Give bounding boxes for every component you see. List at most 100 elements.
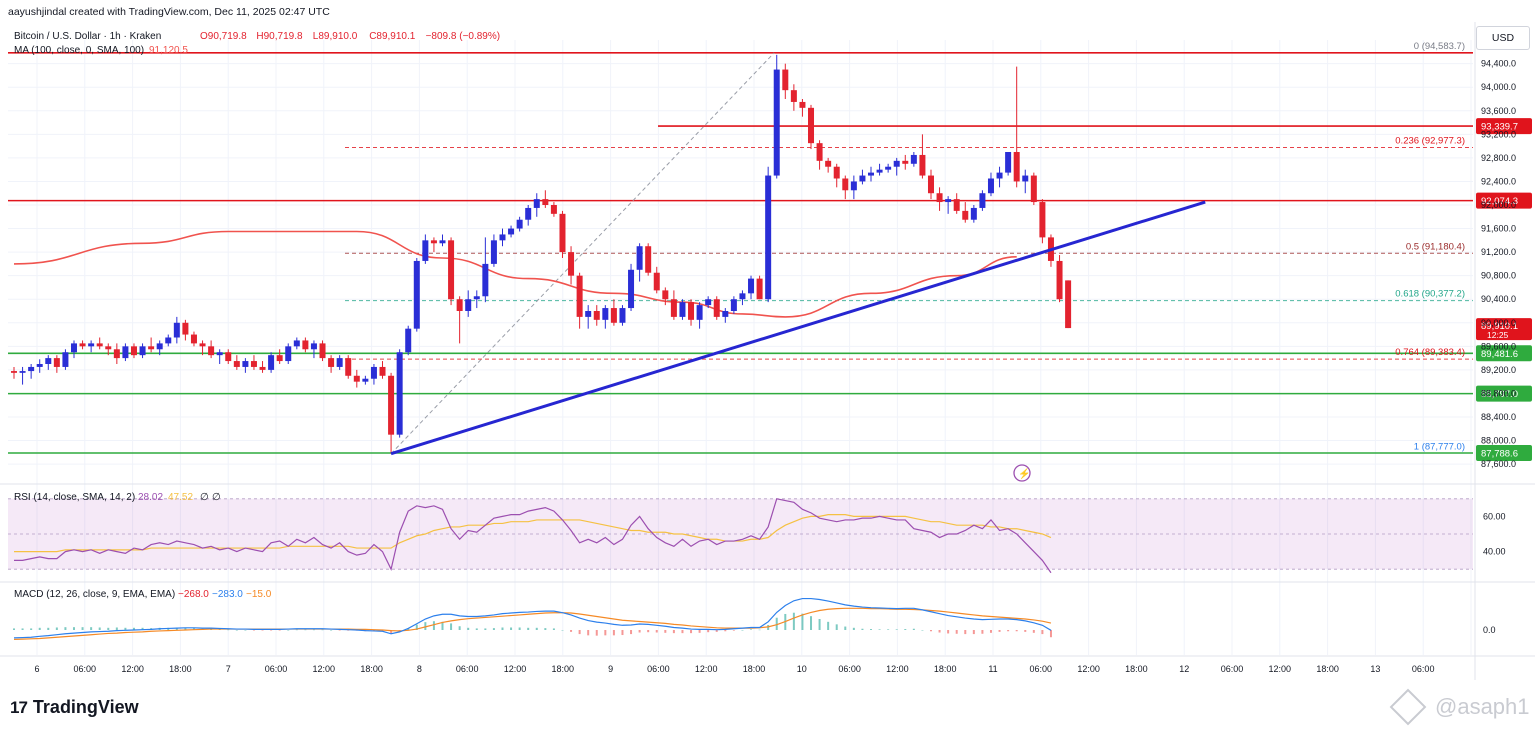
candle-body: [816, 143, 823, 161]
level-price-label: 87,788.6: [1481, 449, 1518, 460]
candle-body: [782, 69, 789, 91]
candle-body: [662, 290, 669, 300]
candle-body: [156, 343, 163, 350]
macd-histogram-bar: [441, 621, 444, 630]
macd-histogram-bar: [424, 622, 427, 630]
price-tick: 92,800.0: [1481, 153, 1516, 163]
macd-histogram-bar: [484, 628, 487, 630]
candle-body: [430, 240, 437, 244]
candle-body: [508, 228, 515, 235]
macd-histogram-bar: [912, 628, 915, 630]
fib-label: 0.5 (91,180.4): [1406, 241, 1465, 252]
macd-histogram-bar: [330, 630, 333, 631]
currency-button[interactable]: USD: [1476, 26, 1530, 50]
macd-histogram-bar: [1049, 630, 1052, 638]
time-tick: 13: [1370, 664, 1380, 674]
candle-body: [850, 181, 857, 191]
fib-label: 0.618 (90,377.2): [1395, 289, 1465, 300]
macd-legend: MACD (12, 26, close, 9, EMA, EMA): [14, 589, 175, 600]
macd-histogram-bar: [432, 621, 435, 630]
candle-body: [259, 366, 266, 370]
macd-histogram-bar: [218, 629, 221, 630]
time-tick: 12: [1179, 664, 1189, 674]
candle-body: [1056, 260, 1063, 300]
symbol-legend: Bitcoin / U.S. Dollar · 1h · Kraken: [14, 31, 161, 42]
level-price-tag: [1476, 192, 1532, 209]
macd-histogram-bar: [552, 628, 555, 630]
macd-histogram-bar: [415, 624, 418, 630]
macd-histogram-bar: [115, 627, 118, 630]
macd-histogram-bar: [64, 627, 67, 630]
candle-body: [379, 366, 386, 376]
candle-body: [482, 263, 489, 297]
candle-body: [773, 69, 780, 176]
candle-body: [1005, 152, 1012, 173]
macd-histogram-bar: [964, 630, 967, 635]
time-tick: 06:00: [456, 664, 479, 674]
time-tick: 11: [988, 664, 997, 674]
candle-body: [859, 175, 866, 182]
macd-histogram-bar: [810, 616, 813, 630]
macd-histogram-bar: [184, 627, 187, 630]
level-price-label: 93,339.7: [1481, 122, 1518, 133]
candle-body: [456, 299, 463, 311]
candles: [11, 54, 1072, 454]
macd-histogram-bar: [544, 628, 547, 630]
candle-body: [1030, 175, 1037, 203]
trendline-layer: ⚡: [390, 200, 1206, 482]
candle-body: [756, 278, 763, 300]
candle-body: [439, 240, 446, 244]
candle-body: [765, 175, 772, 300]
macd-histogram-bar: [570, 630, 573, 632]
macd-histogram-bar: [1015, 630, 1018, 632]
macd-legend-value: −283.0: [212, 589, 243, 600]
macd-histogram-bar: [938, 630, 941, 633]
price-tick: 90,400.0: [1481, 294, 1516, 304]
macd-histogram-bar: [527, 627, 530, 630]
candle-body: [130, 346, 137, 356]
rsi-legend-empty: ∅: [200, 492, 209, 503]
watermark: @asaph1: [1389, 688, 1530, 726]
price-tick: 93,600.0: [1481, 106, 1516, 116]
candle-body: [748, 278, 755, 294]
macd-histogram-bar: [450, 623, 453, 630]
macd-histogram-bar: [647, 630, 650, 633]
price-tick: 88,400.0: [1481, 412, 1516, 422]
watermark-text: @asaph1: [1435, 694, 1530, 719]
macd-histogram-bar: [818, 619, 821, 630]
macd-histogram-bar: [561, 630, 564, 631]
fibonacci-levels: 0 (94,583.7) 0.236 (92,977.3) 0.5 (91,180.…: [345, 41, 1473, 455]
price-tick: 94,000.0: [1481, 82, 1516, 92]
macd-histogram-bar: [792, 612, 795, 630]
candle-body: [173, 322, 180, 338]
candle-body: [345, 358, 352, 376]
candle-body: [525, 207, 532, 220]
time-tick: 18:00: [1316, 664, 1339, 674]
macd-histogram-bar: [655, 630, 658, 633]
candle-body: [893, 160, 900, 167]
candle-body: [362, 378, 369, 382]
time-tick: 06:00: [1221, 664, 1244, 674]
rsi-line: [14, 498, 1052, 574]
macd-histogram-bar: [141, 627, 144, 630]
candle-body: [628, 269, 635, 309]
macd-histogram-bar: [261, 630, 264, 631]
price-tick: 93,200.0: [1481, 129, 1516, 139]
candle-body: [370, 366, 377, 379]
time-tick: 12:00: [504, 664, 527, 674]
macd-histogram-bar: [767, 624, 770, 630]
macd-histogram-bar: [390, 630, 393, 634]
time-tick: 10: [797, 664, 807, 674]
candle-body: [1065, 280, 1072, 329]
candle-body: [353, 375, 360, 382]
candle-body: [602, 308, 609, 320]
time-tick: 06:00: [1030, 664, 1053, 674]
time-tick: 6: [34, 664, 39, 674]
rsi-pane: [8, 498, 1473, 574]
candle-body: [533, 199, 540, 208]
candle-body: [293, 340, 300, 347]
time-tick: 06:00: [265, 664, 288, 674]
level-price-tag: [1476, 345, 1532, 362]
candle-body: [388, 375, 395, 435]
